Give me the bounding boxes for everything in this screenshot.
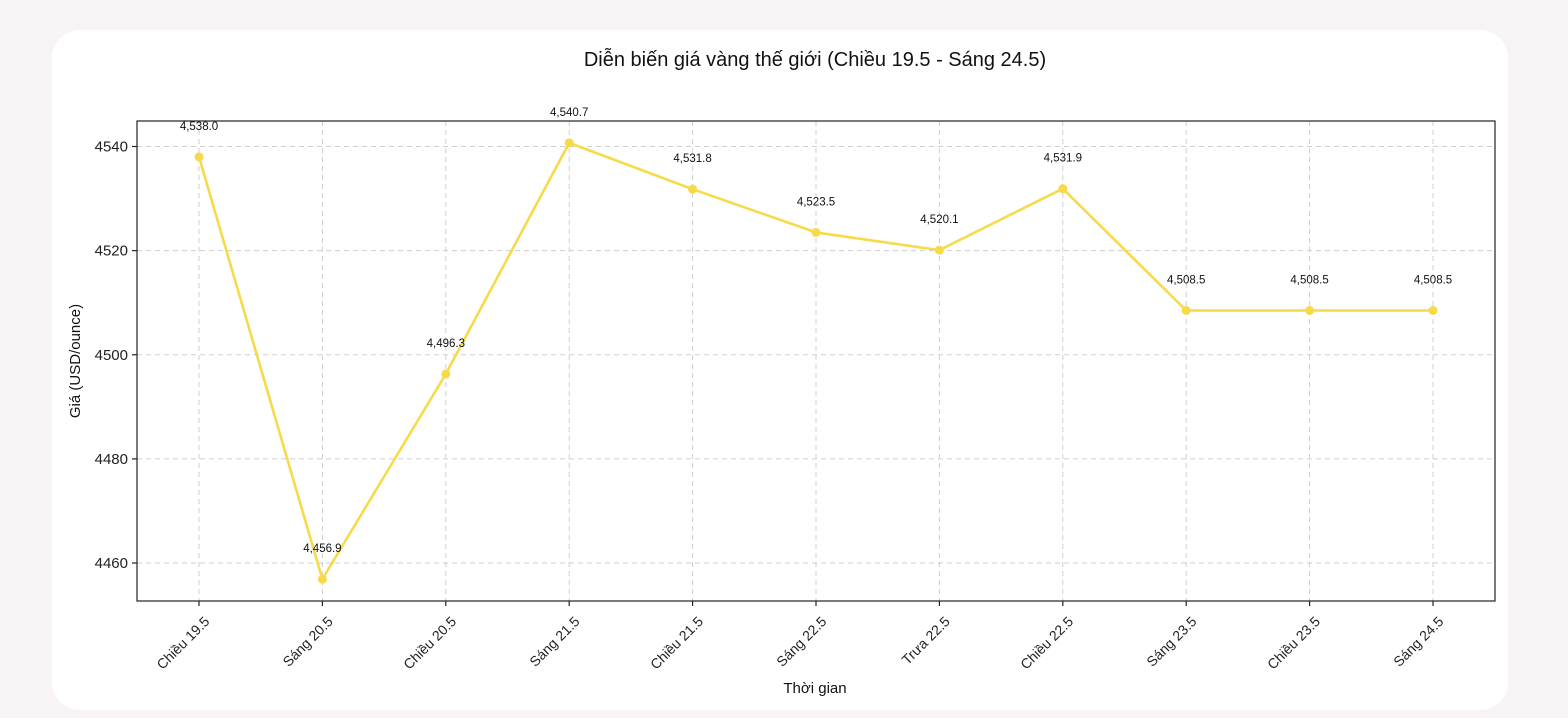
x-axis: Chiều 19.5 Sáng 20.5 Chiều 20.5 Sáng 21.5 Ch… xyxy=(153,601,1447,672)
y-tick-label: 4520 xyxy=(95,243,128,260)
data-label: 4,531.9 xyxy=(1044,153,1082,165)
data-point xyxy=(441,369,451,379)
chart-title: Diễn biến giá vàng thế giới (Chiều 19.5 … xyxy=(584,48,1046,71)
data-point xyxy=(688,184,698,194)
data-label: 4,538.0 xyxy=(180,121,218,133)
data-label: 4,508.5 xyxy=(1414,275,1452,287)
data-point xyxy=(317,574,327,584)
data-label: 4,456.9 xyxy=(303,543,341,555)
y-tick-label: 4540 xyxy=(95,139,128,156)
data-label: 4,508.5 xyxy=(1167,275,1205,287)
x-tick-label: Chiều 23.5 xyxy=(1264,613,1323,672)
y-axis-label: Giá (USD/ounce) xyxy=(67,304,84,418)
series-gold-price xyxy=(194,138,1438,584)
data-label: 4,531.8 xyxy=(673,153,711,165)
data-point xyxy=(564,138,574,148)
x-tick-label: Sáng 23.5 xyxy=(1143,613,1200,670)
data-label: 4,496.3 xyxy=(427,338,465,350)
y-tick-label: 4460 xyxy=(95,555,128,572)
x-tick-label: Chiều 21.5 xyxy=(647,613,706,672)
data-label: 4,523.5 xyxy=(797,196,835,208)
y-axis: 4460 4480 4500 4520 4540 xyxy=(95,139,137,572)
x-tick-label: Sáng 22.5 xyxy=(773,613,830,670)
x-tick-label: Sáng 21.5 xyxy=(526,613,583,670)
x-axis-label: Thời gian xyxy=(783,680,846,697)
data-label: 4,540.7 xyxy=(550,107,588,119)
x-tick-label: Sáng 24.5 xyxy=(1390,613,1447,670)
data-point xyxy=(934,245,944,255)
data-label: 4,508.5 xyxy=(1290,275,1328,287)
grid-lines xyxy=(137,121,1495,601)
x-tick-label: Trưa 22.5 xyxy=(898,613,953,668)
data-point xyxy=(1305,306,1315,316)
y-tick-label: 4480 xyxy=(95,451,128,468)
y-tick-label: 4500 xyxy=(95,347,128,364)
data-point xyxy=(811,227,821,237)
x-tick-label: Chiều 20.5 xyxy=(400,613,459,672)
x-tick-label: Chiều 19.5 xyxy=(153,613,212,672)
x-tick-label: Sáng 20.5 xyxy=(279,613,336,670)
data-point xyxy=(1058,184,1068,194)
data-label: 4,520.1 xyxy=(920,214,958,226)
chart-card xyxy=(52,30,1508,710)
data-labels: 4,538.0 4,456.9 4,496.3 4,540.7 4,531.8 4,523… xyxy=(180,107,1452,555)
data-point xyxy=(194,152,204,162)
x-tick-label: Chiều 22.5 xyxy=(1017,613,1076,672)
data-point xyxy=(1181,306,1191,316)
data-point xyxy=(1428,306,1438,316)
